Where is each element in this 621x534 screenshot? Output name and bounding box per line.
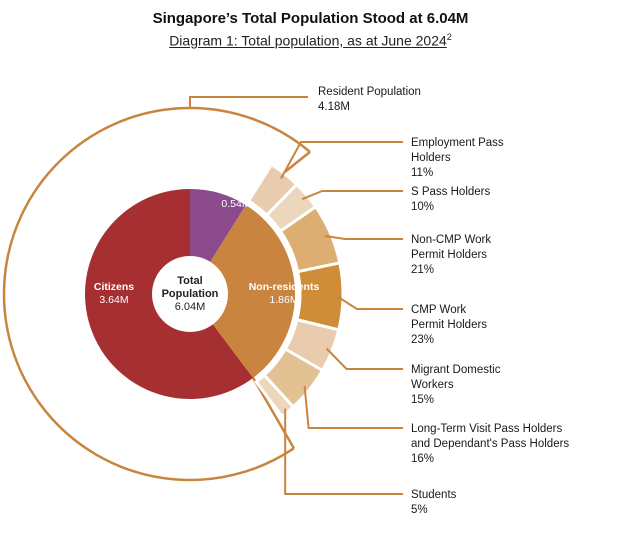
label-employment-pass: Employment Pass <box>411 137 504 149</box>
percent-employment-pass-holders: 11% <box>411 167 433 179</box>
label-group-s-pass-holders: S Pass Holders 10% <box>411 186 491 213</box>
slice-non-residents <box>190 205 296 378</box>
center-label-population: Population <box>162 288 219 300</box>
subtitle-footnote: 2 <box>446 32 452 42</box>
label-group-migrant-domestic-workers: Migrant Domestic Workers 15% <box>411 364 501 406</box>
subtitle-text: Diagram 1: Total population, as at June … <box>169 32 447 49</box>
label-permit-holders: Permit Holders <box>411 319 487 331</box>
leader-resident-population <box>189 96 308 108</box>
percent-cmp-work-permit-holders: 23% <box>411 334 434 346</box>
percent-long-term-visit-pass-holders-and-dependant-s-pass-holders: 16% <box>411 453 434 465</box>
percent-s-pass-holders: 10% <box>411 201 434 213</box>
label-migrant-domestic: Migrant Domestic <box>411 364 501 376</box>
label-resident-population: Resident Population <box>318 86 421 98</box>
value-non-residents: 1.86M <box>269 294 298 306</box>
leader-s-pass-holders <box>301 190 403 200</box>
percent-migrant-domestic-workers: 15% <box>411 394 434 406</box>
value-prs: 0.54M <box>221 198 250 210</box>
label-group-students: Students 5% <box>411 489 457 516</box>
label-permit-holders: Permit Holders <box>411 249 487 261</box>
label-prs: PRs <box>226 185 247 197</box>
label-long-term-visit-pass-holders: Long-Term Visit Pass Holders <box>411 423 563 435</box>
label-students: Students <box>411 489 457 501</box>
center-hole: Total Population 6.04M <box>152 256 228 332</box>
label-workers: Workers <box>411 379 454 391</box>
leader-migrant-domestic-workers <box>325 347 403 370</box>
right-labels-layer: Resident Population 4.18M Employment Pass H… <box>318 86 569 516</box>
label-group-non-cmp-work-permit-holders: Non-CMP Work Permit Holders 21% <box>411 234 491 276</box>
leader-employment-pass-holders <box>280 141 403 179</box>
center-value: 6.04M <box>175 301 206 313</box>
label-group-cmp-work-permit-holders: CMP Work Permit Holders 23% <box>411 304 487 346</box>
leader-long-term-visit-pass-holders-and-dependant-s-pass-holders <box>303 385 403 429</box>
value-citizens: 3.64M <box>99 294 128 306</box>
leader-cmp-work-permit-holders <box>336 295 403 310</box>
label-citizens: Citizens <box>94 281 134 293</box>
non-resident-breakdown-layer <box>246 162 345 419</box>
chart-title: Singapore’s Total Population Stood at 6.… <box>152 10 469 27</box>
leader-students <box>284 408 403 495</box>
label-cmp-work: CMP Work <box>411 304 466 316</box>
label-and-dependant-s-pass-holders: and Dependant's Pass Holders <box>411 438 569 450</box>
leader-non-cmp-work-permit-holders <box>324 235 403 240</box>
label-holders: Holders <box>411 152 451 164</box>
label-non-residents: Non-residents <box>249 281 320 293</box>
label-group-employment-pass-holders: Employment Pass Holders 11% <box>411 137 504 179</box>
segment-students <box>254 373 296 419</box>
percent-students: 5% <box>411 504 428 516</box>
label-non-cmp-work: Non-CMP Work <box>411 234 491 246</box>
resident-ring-connector-bottom <box>252 377 295 449</box>
resident-population-ring <box>2 106 311 482</box>
leader-lines-layer <box>189 96 403 495</box>
percent-non-cmp-work-permit-holders: 21% <box>411 264 434 276</box>
label-s-pass-holders: S Pass Holders <box>411 186 491 198</box>
center-label-total: Total <box>177 275 202 287</box>
chart-subtitle: Diagram 1: Total population, as at June … <box>0 32 621 49</box>
label-group-long-term-visit-pass-holders-and-dependant-s-pass-holders: Long-Term Visit Pass Holders and Dependan… <box>411 423 569 465</box>
segment-cmp-work-permit-holders <box>295 261 345 332</box>
center-circle <box>152 256 228 332</box>
value-resident-population: 4.18M <box>318 101 350 113</box>
